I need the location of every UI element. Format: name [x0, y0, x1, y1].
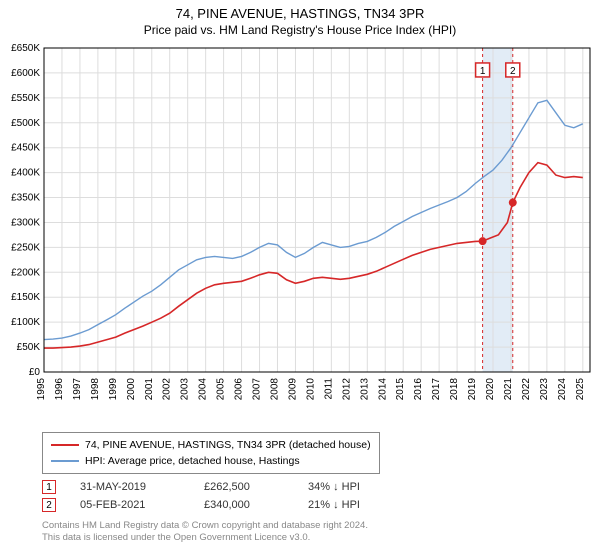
legend-label: 74, PINE AVENUE, HASTINGS, TN34 3PR (det… [85, 439, 371, 451]
svg-text:1999: 1999 [108, 378, 119, 401]
svg-text:2004: 2004 [198, 378, 209, 401]
svg-text:2011: 2011 [323, 378, 334, 400]
svg-text:2001: 2001 [144, 378, 155, 401]
sale-index-badge: 1 [42, 480, 56, 494]
svg-text:2016: 2016 [413, 378, 424, 401]
sale-row: 1 31-MAY-2019 £262,500 34% ↓ HPI [42, 478, 398, 496]
title-address: 74, PINE AVENUE, HASTINGS, TN34 3PR [0, 6, 600, 21]
svg-text:2024: 2024 [557, 378, 568, 401]
sales-table: 1 31-MAY-2019 £262,500 34% ↓ HPI 2 05-FEB-202… [42, 478, 398, 514]
footnote-line2: This data is licensed under the Open Gov… [42, 532, 368, 544]
sale-row: 2 05-FEB-2021 £340,000 21% ↓ HPI [42, 496, 398, 514]
svg-text:2017: 2017 [431, 378, 442, 401]
svg-text:1998: 1998 [90, 378, 101, 401]
svg-text:2003: 2003 [180, 378, 191, 401]
svg-text:2022: 2022 [521, 378, 532, 401]
svg-text:2: 2 [510, 66, 516, 77]
svg-text:£0: £0 [29, 367, 41, 378]
svg-text:£300K: £300K [11, 217, 40, 228]
svg-text:£550K: £550K [11, 93, 40, 104]
svg-text:£100K: £100K [11, 317, 40, 328]
footnote-line1: Contains HM Land Registry data © Crown c… [42, 520, 368, 532]
sale-price: £340,000 [204, 499, 284, 511]
legend-label: HPI: Average price, detached house, Hast… [85, 455, 300, 467]
svg-text:£200K: £200K [11, 267, 40, 278]
footnote: Contains HM Land Registry data © Crown c… [42, 520, 368, 545]
svg-text:2000: 2000 [126, 378, 137, 401]
svg-text:£500K: £500K [11, 118, 40, 129]
svg-text:2002: 2002 [162, 378, 173, 401]
svg-text:2021: 2021 [503, 378, 514, 401]
svg-text:2014: 2014 [377, 378, 388, 401]
svg-text:2015: 2015 [395, 378, 406, 401]
svg-text:2023: 2023 [539, 378, 550, 401]
legend: 74, PINE AVENUE, HASTINGS, TN34 3PR (det… [42, 432, 380, 474]
sale-index-badge: 2 [42, 498, 56, 512]
svg-text:£650K: £650K [11, 43, 40, 54]
svg-text:£350K: £350K [11, 193, 40, 204]
svg-text:£400K: £400K [11, 168, 40, 179]
chart-area: £0 £50K £100K £150K £200K £250K £300K £350K £400… [0, 42, 600, 426]
sale-date: 05-FEB-2021 [80, 499, 180, 511]
svg-text:2005: 2005 [216, 378, 227, 401]
svg-text:£600K: £600K [11, 68, 40, 79]
legend-item: 74, PINE AVENUE, HASTINGS, TN34 3PR (det… [51, 437, 371, 453]
sale-date: 31-MAY-2019 [80, 481, 180, 493]
svg-text:2006: 2006 [234, 378, 245, 401]
chart-container: 74, PINE AVENUE, HASTINGS, TN34 3PR Pric… [0, 0, 600, 560]
svg-text:2009: 2009 [287, 378, 298, 401]
svg-text:2018: 2018 [449, 378, 460, 401]
legend-swatch [51, 444, 79, 446]
svg-text:2013: 2013 [359, 378, 370, 401]
svg-text:2008: 2008 [269, 378, 280, 401]
svg-text:£450K: £450K [11, 143, 40, 154]
svg-text:2020: 2020 [485, 378, 496, 401]
svg-text:£50K: £50K [17, 342, 41, 353]
svg-text:1997: 1997 [72, 378, 83, 401]
legend-item: HPI: Average price, detached house, Hast… [51, 453, 371, 469]
sale-diff: 34% ↓ HPI [308, 481, 398, 493]
svg-text:1996: 1996 [54, 378, 65, 401]
line-chart: £0 £50K £100K £150K £200K £250K £300K £350K £400… [0, 42, 600, 426]
svg-text:2007: 2007 [252, 378, 263, 401]
svg-text:1: 1 [480, 66, 486, 77]
svg-text:1995: 1995 [36, 378, 47, 401]
svg-text:2025: 2025 [575, 378, 586, 401]
svg-text:2012: 2012 [341, 378, 352, 401]
sale-price: £262,500 [204, 481, 284, 493]
titles: 74, PINE AVENUE, HASTINGS, TN34 3PR Pric… [0, 0, 600, 37]
title-subtitle: Price paid vs. HM Land Registry's House … [0, 23, 600, 37]
legend-swatch [51, 460, 79, 462]
svg-text:2010: 2010 [305, 378, 316, 401]
svg-text:£150K: £150K [11, 292, 40, 303]
svg-text:£250K: £250K [11, 242, 40, 253]
svg-text:2019: 2019 [467, 378, 478, 401]
sale-diff: 21% ↓ HPI [308, 499, 398, 511]
